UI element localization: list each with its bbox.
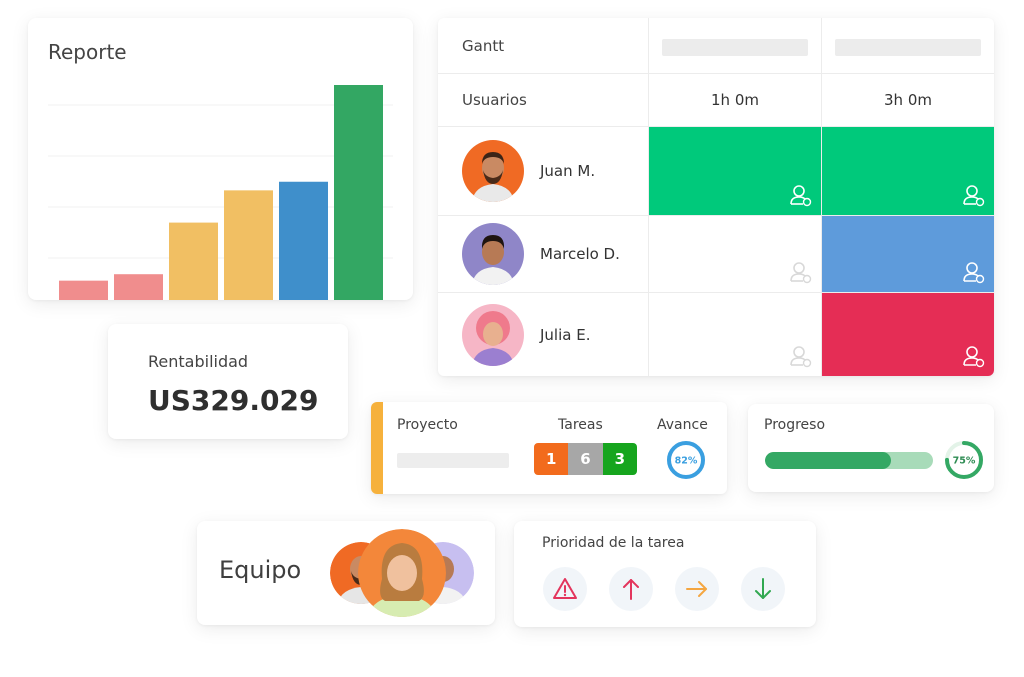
- avance-value: 82%: [675, 456, 698, 467]
- users-column-header: Usuarios: [438, 74, 649, 127]
- arrow-up-icon: [623, 579, 639, 600]
- user-clock-icon: [790, 346, 812, 368]
- user-name: Marcelo D.: [540, 245, 620, 263]
- avatar: [462, 223, 524, 285]
- avance-arc: [667, 441, 705, 479]
- avance-ring: 82%: [667, 441, 705, 479]
- report-bar: [169, 222, 218, 300]
- gantt-header-label: Gantt: [438, 18, 649, 74]
- gantt-cell[interactable]: [649, 216, 822, 293]
- gantt-header-col-1: [649, 18, 822, 74]
- arrow-down-icon: [755, 578, 771, 599]
- rentabilidad-label: Rentabilidad: [148, 352, 249, 371]
- avatar: [462, 303, 524, 366]
- priority-low-button[interactable]: [741, 567, 785, 611]
- rentabilidad-card: Rentabilidad US329.029: [108, 324, 348, 439]
- report-card: Reporte: [28, 18, 413, 300]
- avatar-julia-icon: [472, 310, 514, 366]
- progreso-card: Progreso 75%: [748, 404, 994, 492]
- team-avatars[interactable]: [327, 527, 477, 623]
- proyecto-card[interactable]: Proyecto Tareas 1 6 3 Avance 82%: [371, 402, 727, 494]
- time-label: 1h 0m: [711, 91, 759, 109]
- priority-high-button[interactable]: [609, 567, 653, 611]
- proyecto-label: Proyecto: [397, 417, 458, 433]
- user-clock-icon: [963, 262, 985, 284]
- equipo-label: Equipo: [219, 556, 302, 584]
- tareas-count-progress: 6: [568, 443, 603, 475]
- time-column-1[interactable]: 1h 0m: [649, 74, 822, 127]
- gantt-card: Gantt Usuarios 1h 0m 3h 0m Juan M.: [438, 18, 994, 376]
- user-name: Julia E.: [540, 325, 591, 344]
- user-clock-icon: [963, 346, 985, 368]
- avatar: [462, 140, 524, 202]
- report-bar: [224, 190, 273, 300]
- users-label: Usuarios: [462, 91, 527, 109]
- priority-urgent-button[interactable]: [543, 567, 587, 611]
- tareas-counter[interactable]: 1 6 3: [534, 443, 637, 475]
- priority-medium-button[interactable]: [675, 567, 719, 611]
- tareas-label: Tareas: [558, 417, 603, 433]
- progreso-value: 75%: [953, 456, 976, 467]
- time-label: 3h 0m: [884, 91, 932, 109]
- user-row-juan[interactable]: Juan M.: [438, 127, 649, 216]
- project-name-placeholder: [397, 453, 509, 468]
- placeholder-bar: [662, 39, 808, 56]
- user-clock-icon: [790, 262, 812, 284]
- progress-fill: [765, 452, 891, 469]
- placeholder-bar: [835, 39, 981, 56]
- gantt-header-col-2: [822, 18, 994, 74]
- user-clock-icon: [790, 185, 812, 207]
- rentabilidad-value: US329.029: [148, 384, 319, 417]
- report-title: Reporte: [48, 40, 127, 64]
- report-bar: [279, 181, 328, 300]
- avatar-marcelo-icon: [472, 235, 514, 285]
- progreso-label: Progreso: [764, 417, 826, 433]
- gantt-cell[interactable]: [822, 293, 994, 376]
- avatar-team-2: [358, 529, 446, 617]
- project-accent-bar: [371, 402, 383, 494]
- gantt-cell[interactable]: [822, 216, 994, 293]
- gantt-title: Gantt: [462, 36, 505, 55]
- gantt-cell[interactable]: [649, 293, 822, 376]
- report-bar: [334, 85, 383, 300]
- report-bar: [59, 280, 108, 300]
- progreso-arc: [945, 441, 983, 479]
- user-row-julia[interactable]: Julia E.: [438, 293, 649, 376]
- report-bar-chart: [48, 85, 393, 300]
- user-row-marcelo[interactable]: Marcelo D.: [438, 216, 649, 293]
- time-column-2[interactable]: 3h 0m: [822, 74, 994, 127]
- progress-track: [765, 452, 933, 469]
- gantt-cell[interactable]: [822, 127, 994, 216]
- gantt-cell[interactable]: [649, 127, 822, 216]
- equipo-card[interactable]: Equipo: [197, 521, 495, 625]
- prioridad-card: Prioridad de la tarea: [514, 521, 816, 627]
- prioridad-label: Prioridad de la tarea: [542, 535, 685, 551]
- report-bar: [114, 274, 163, 300]
- progreso-ring: 75%: [945, 441, 983, 479]
- user-clock-icon: [963, 185, 985, 207]
- arrow-right-icon: [686, 581, 707, 597]
- tareas-count-done: 3: [602, 443, 637, 475]
- user-name: Juan M.: [540, 162, 596, 180]
- avance-label: Avance: [657, 417, 708, 433]
- avatar-juan-icon: [472, 152, 514, 202]
- tareas-count-pending: 1: [534, 443, 569, 475]
- warning-icon: [553, 578, 577, 599]
